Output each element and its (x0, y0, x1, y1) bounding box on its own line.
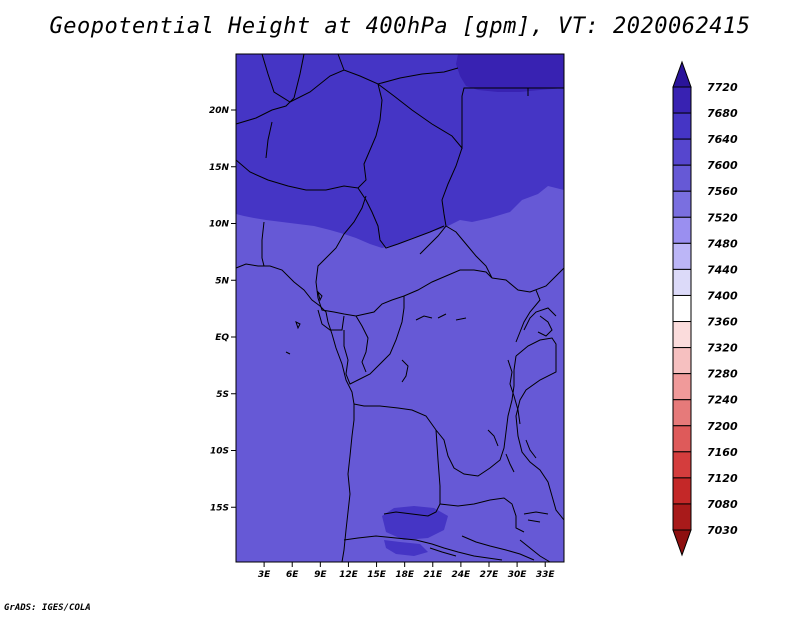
lat-tick-label: 15N (209, 163, 230, 173)
lon-tick-label: 9E (314, 570, 327, 580)
colorbar-label: 7240 (707, 394, 738, 407)
colorbar-bin (672, 268, 692, 296)
colorbar-bin (672, 425, 692, 453)
colorbar-label: 7200 (707, 420, 738, 433)
colorbar-label: 7640 (707, 133, 738, 146)
colorbar-bin (672, 294, 692, 323)
colorbar-bin (672, 399, 692, 427)
latitude-axis: 20N 15N 10N 5N EQ 5S 10S 15S (209, 106, 236, 513)
colorbar-bin (672, 321, 692, 349)
colorbar: 7720 7680 7640 7600 7560 7520 7480 7440 7400 7360… (672, 60, 738, 557)
colorbar-label: 7280 (707, 368, 738, 381)
colorbar-label: 7320 (707, 342, 738, 355)
map-title: Geopotential Height at 400hPa [gpm], VT:… (49, 14, 751, 39)
colorbar-label: 7400 (707, 289, 738, 302)
colorbar-bin (672, 477, 692, 505)
height-field-7600-south-lobe (384, 540, 428, 556)
lon-tick-label: 3E (258, 570, 271, 580)
lon-tick-label: 6E (286, 570, 299, 580)
lat-tick-label: 15S (210, 503, 229, 513)
colorbar-bin (672, 242, 692, 270)
colorbar-top-arrow (672, 60, 692, 88)
colorbar-label: 7560 (707, 185, 738, 198)
lon-tick-label: 30E (508, 570, 528, 580)
lon-tick-label: 18E (395, 570, 415, 580)
lon-tick-label: 15E (367, 570, 387, 580)
lon-tick-label: 21E (423, 570, 443, 580)
lon-tick-label: 12E (339, 570, 359, 580)
country-borders (235, 53, 565, 563)
lon-tick-label: 27E (480, 570, 500, 580)
lat-tick-label: 20N (209, 106, 230, 116)
colorbar-bin (672, 347, 692, 375)
colorbar-label: 7600 (707, 159, 738, 172)
colorbar-bin (672, 190, 692, 218)
colorbar-label: 7360 (707, 316, 738, 329)
map-frame (235, 53, 565, 563)
colorbar-label: 7480 (707, 237, 738, 250)
lat-tick-label: 5S (216, 390, 229, 400)
height-field-7640 (456, 54, 564, 92)
colorbar-bin (672, 164, 692, 192)
lat-tick-label: 10S (210, 447, 229, 457)
map-panel: 20N 15N 10N 5N EQ 5S 10S 15S 3E 6E 9E 12E 15E 18E 21E… (209, 53, 565, 580)
colorbar-bin (672, 138, 692, 166)
lon-tick-label: 24E (452, 570, 472, 580)
colorbar-bottom-arrow (672, 529, 692, 557)
colorbar-bin (672, 451, 692, 479)
lon-tick-label: 33E (536, 570, 556, 580)
height-field-7600 (236, 54, 564, 248)
colorbar-bin (672, 373, 692, 401)
colorbar-label: 7680 (707, 107, 738, 120)
lat-tick-label: 5N (215, 276, 229, 286)
colorbar-label: 7520 (707, 211, 738, 224)
lat-tick-label: 10N (209, 220, 230, 230)
colorbar-label: 7440 (707, 263, 738, 276)
colorbar-label: 7160 (707, 446, 738, 459)
grads-credit: GrADS: IGES/COLA (4, 603, 91, 613)
colorbar-bin (672, 112, 692, 140)
colorbar-label: 7120 (707, 472, 738, 485)
colorbar-bin (672, 216, 692, 244)
colorbar-label: 7030 (707, 524, 738, 537)
longitude-axis: 3E 6E 9E 12E 15E 18E 21E 24E 27E 30E 33E (258, 562, 555, 580)
colorbar-label: 7720 (707, 81, 738, 94)
colorbar-bin (672, 86, 692, 114)
colorbar-label: 7080 (707, 498, 738, 511)
lat-tick-label: EQ (215, 333, 229, 343)
colorbar-bin (672, 503, 692, 531)
